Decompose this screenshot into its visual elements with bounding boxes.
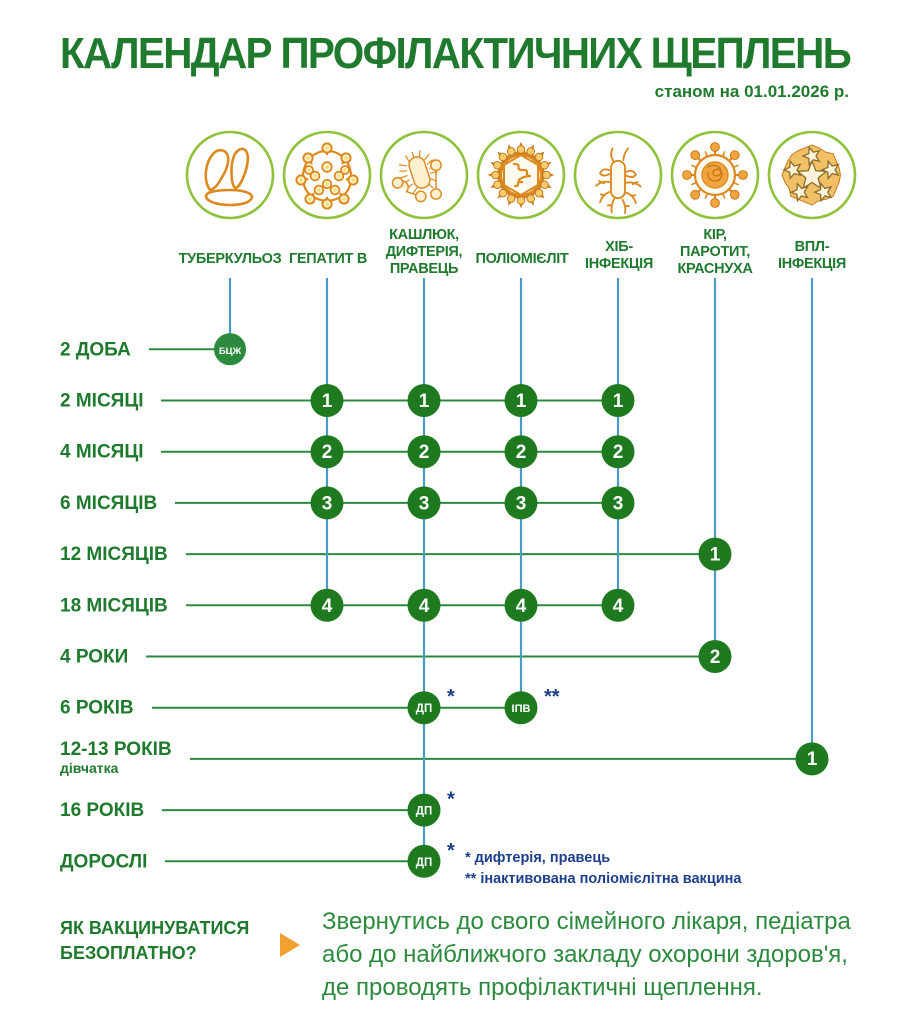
svg-text:1: 1 bbox=[516, 391, 527, 412]
svg-text:дівчатка: дівчатка bbox=[60, 760, 119, 776]
svg-text:18 МІСЯЦІВ: 18 МІСЯЦІВ bbox=[60, 595, 168, 616]
svg-text:12-13 РОКІВ: 12-13 РОКІВ bbox=[60, 739, 172, 760]
svg-text:1: 1 bbox=[807, 749, 818, 770]
svg-text:2: 2 bbox=[322, 442, 333, 463]
svg-text:16 РОКІВ: 16 РОКІВ bbox=[60, 800, 144, 821]
svg-text:4: 4 bbox=[419, 596, 430, 617]
svg-text:3: 3 bbox=[516, 493, 527, 514]
svg-text:БЦЖ: БЦЖ bbox=[219, 346, 242, 357]
svg-text:ДОРОСЛІ: ДОРОСЛІ bbox=[60, 851, 147, 872]
svg-text:3: 3 bbox=[322, 493, 333, 514]
svg-text:4 МІСЯЦІ: 4 МІСЯЦІ bbox=[60, 442, 144, 463]
svg-text:4 РОКИ: 4 РОКИ bbox=[60, 647, 128, 668]
svg-text:6 МІСЯЦІВ: 6 МІСЯЦІВ bbox=[60, 493, 157, 514]
svg-text:**: ** bbox=[544, 686, 560, 708]
svg-text:1: 1 bbox=[322, 391, 333, 412]
svg-text:1: 1 bbox=[419, 391, 430, 412]
svg-text:4: 4 bbox=[516, 596, 527, 617]
svg-text:4: 4 bbox=[613, 596, 624, 617]
svg-text:4: 4 bbox=[322, 596, 333, 617]
svg-text:*: * bbox=[447, 840, 455, 862]
svg-text:1: 1 bbox=[613, 391, 624, 412]
svg-text:ДП: ДП bbox=[416, 806, 432, 818]
svg-text:6 РОКІВ: 6 РОКІВ bbox=[60, 698, 134, 719]
svg-text:ДП: ДП bbox=[416, 857, 432, 869]
svg-text:2 ДОБА: 2 ДОБА bbox=[60, 339, 131, 360]
svg-text:2: 2 bbox=[419, 442, 430, 463]
svg-text:12 МІСЯЦІВ: 12 МІСЯЦІВ bbox=[60, 544, 168, 565]
svg-text:2 МІСЯЦІ: 2 МІСЯЦІ bbox=[60, 391, 144, 412]
svg-text:*: * bbox=[447, 789, 455, 811]
svg-text:3: 3 bbox=[613, 493, 624, 514]
svg-text:3: 3 bbox=[419, 493, 430, 514]
svg-text:2: 2 bbox=[710, 647, 721, 668]
svg-text:1: 1 bbox=[710, 545, 721, 566]
svg-text:2: 2 bbox=[613, 442, 624, 463]
svg-text:2: 2 bbox=[516, 442, 527, 463]
svg-text:ДП: ДП bbox=[416, 703, 432, 715]
svg-text:*: * bbox=[447, 686, 455, 708]
svg-text:ІПВ: ІПВ bbox=[512, 703, 531, 715]
